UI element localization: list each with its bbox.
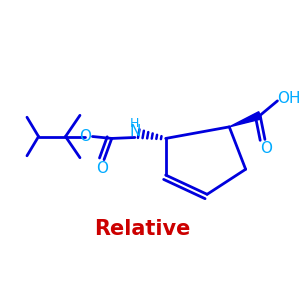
Text: O: O (96, 161, 108, 176)
Text: OH: OH (277, 92, 300, 106)
Text: H: H (130, 118, 140, 130)
Text: N: N (129, 124, 141, 139)
Polygon shape (229, 112, 262, 127)
Text: Relative: Relative (94, 219, 191, 239)
Text: O: O (260, 141, 272, 156)
Text: O: O (79, 129, 91, 144)
